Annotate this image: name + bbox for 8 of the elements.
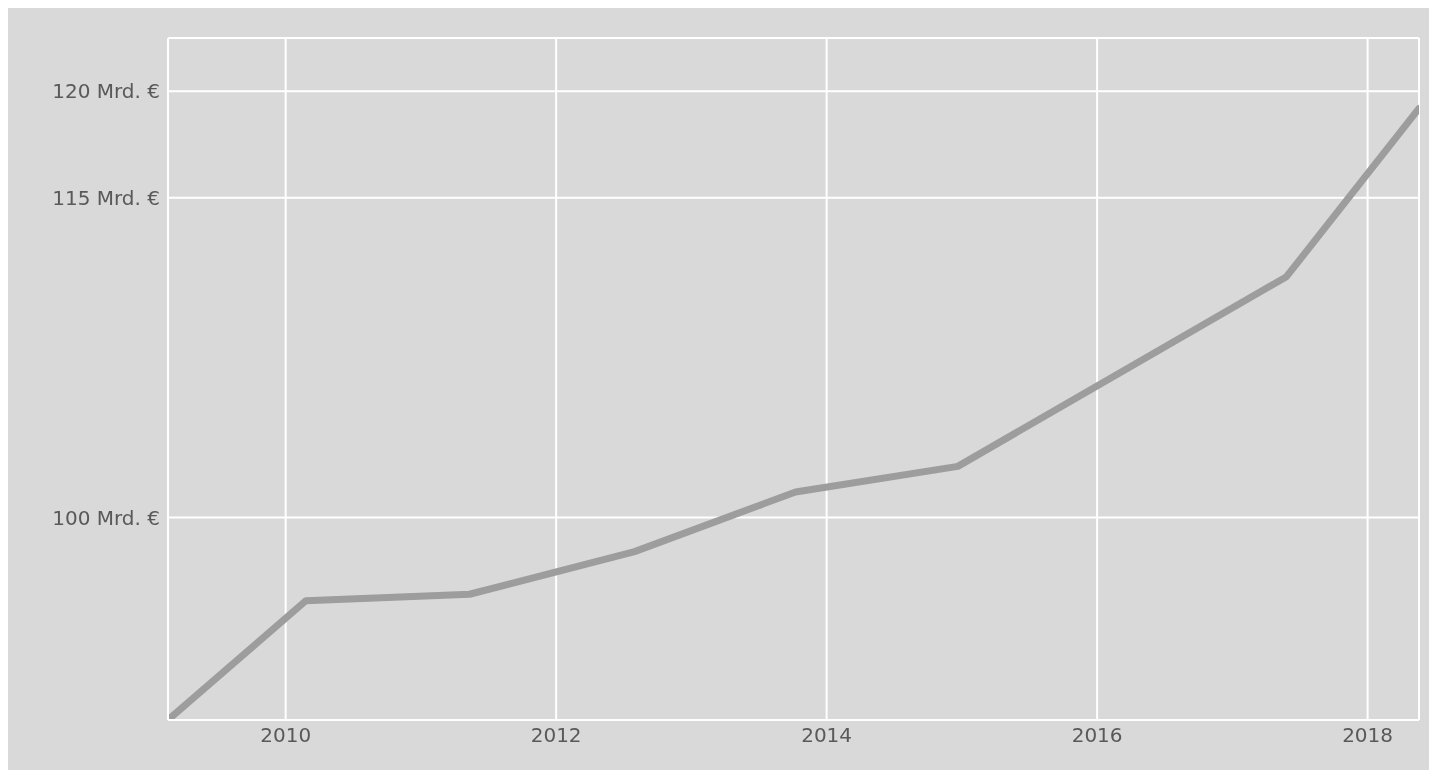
x-tick-label: 2016: [1071, 723, 1123, 748]
x-tick-label: 2010: [260, 723, 312, 748]
x-tick-label: 2014: [801, 723, 853, 748]
y-tick-label: 120 Mrd. €: [52, 79, 160, 104]
x-tick-label: 2018: [1342, 723, 1394, 748]
x-tick-label: 2012: [530, 723, 582, 748]
y-tick-label: 100 Mrd. €: [52, 505, 160, 530]
y-tick-label: 115 Mrd. €: [52, 185, 160, 210]
